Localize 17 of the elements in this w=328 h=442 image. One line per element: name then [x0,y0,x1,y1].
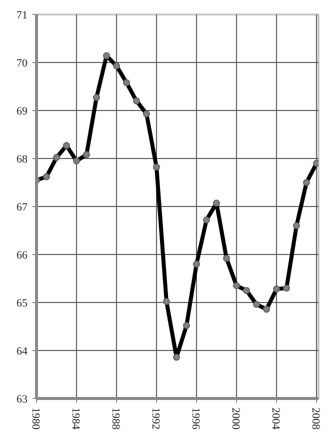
y-tick-label: 71 [16,10,28,22]
y-tick-label: 64 [16,346,28,358]
y-tick-label: 65 [16,298,28,310]
x-tick-label: 2000 [230,408,242,430]
x-tick-label: 1996 [190,408,202,430]
y-tick-label: 63 [16,394,28,406]
x-tick-label: 2008 [310,408,322,430]
y-tick-label: 67 [16,202,28,214]
y-tick-label: 69 [16,106,28,118]
y-tick-label: 70 [16,58,28,70]
y-tick-label: 66 [16,250,28,262]
x-tick-label: 2004 [270,408,282,430]
x-tick-label: 1992 [150,408,162,430]
x-tick-label: 1980 [30,408,42,430]
x-tick-label: 1984 [70,408,82,430]
y-tick-label: 68 [16,154,28,166]
x-tick-label: 1988 [110,408,122,430]
